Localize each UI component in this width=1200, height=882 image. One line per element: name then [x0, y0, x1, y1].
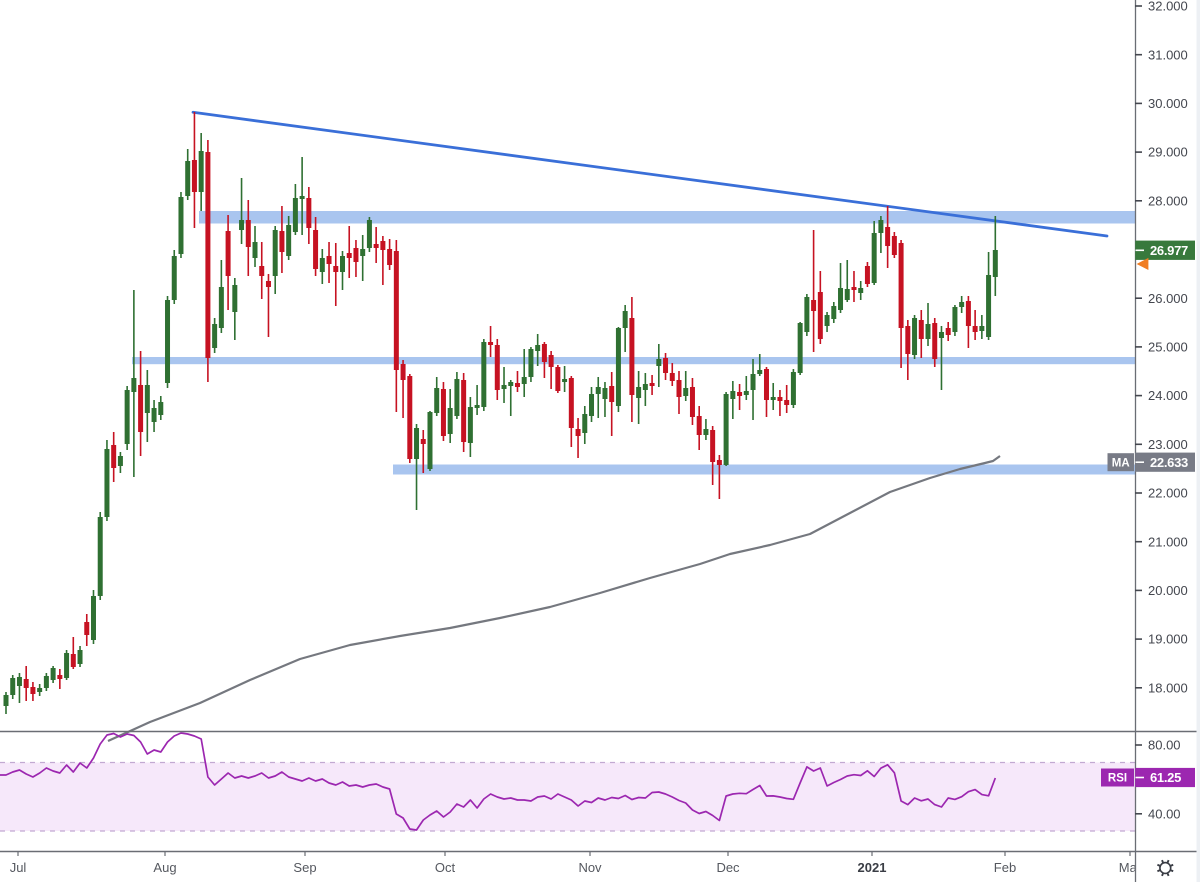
svg-text:31.000: 31.000 [1148, 47, 1188, 62]
svg-text:80.00: 80.00 [1148, 738, 1181, 753]
svg-text:20.000: 20.000 [1148, 583, 1188, 598]
svg-text:25.000: 25.000 [1148, 340, 1188, 355]
svg-text:26.000: 26.000 [1148, 291, 1188, 306]
svg-text:30.000: 30.000 [1148, 96, 1188, 111]
svg-text:Mar: Mar [1119, 860, 1142, 875]
svg-text:40.00: 40.00 [1148, 806, 1181, 821]
svg-text:22.000: 22.000 [1148, 486, 1188, 501]
svg-text:Feb: Feb [994, 860, 1016, 875]
svg-text:61.25: 61.25 [1150, 770, 1181, 785]
svg-text:19.000: 19.000 [1148, 632, 1188, 647]
svg-text:Dec: Dec [716, 860, 740, 875]
svg-text:Nov: Nov [578, 860, 602, 875]
svg-text:RSI: RSI [1108, 773, 1127, 785]
svg-text:21.000: 21.000 [1148, 534, 1188, 549]
svg-text:26.977: 26.977 [1150, 243, 1188, 258]
svg-text:Oct: Oct [435, 860, 456, 875]
svg-text:29.000: 29.000 [1148, 145, 1188, 160]
svg-text:23.000: 23.000 [1148, 437, 1188, 452]
svg-text:18.000: 18.000 [1148, 680, 1188, 695]
svg-text:Aug: Aug [153, 860, 176, 875]
svg-text:24.000: 24.000 [1148, 388, 1188, 403]
svg-text:2021: 2021 [858, 860, 887, 875]
svg-text:32.000: 32.000 [1148, 0, 1188, 14]
svg-text:28.000: 28.000 [1148, 193, 1188, 208]
svg-text:22.633: 22.633 [1150, 455, 1188, 470]
svg-text:Jul: Jul [10, 860, 27, 875]
svg-text:Sep: Sep [293, 860, 316, 875]
svg-text:MA: MA [1112, 457, 1130, 469]
